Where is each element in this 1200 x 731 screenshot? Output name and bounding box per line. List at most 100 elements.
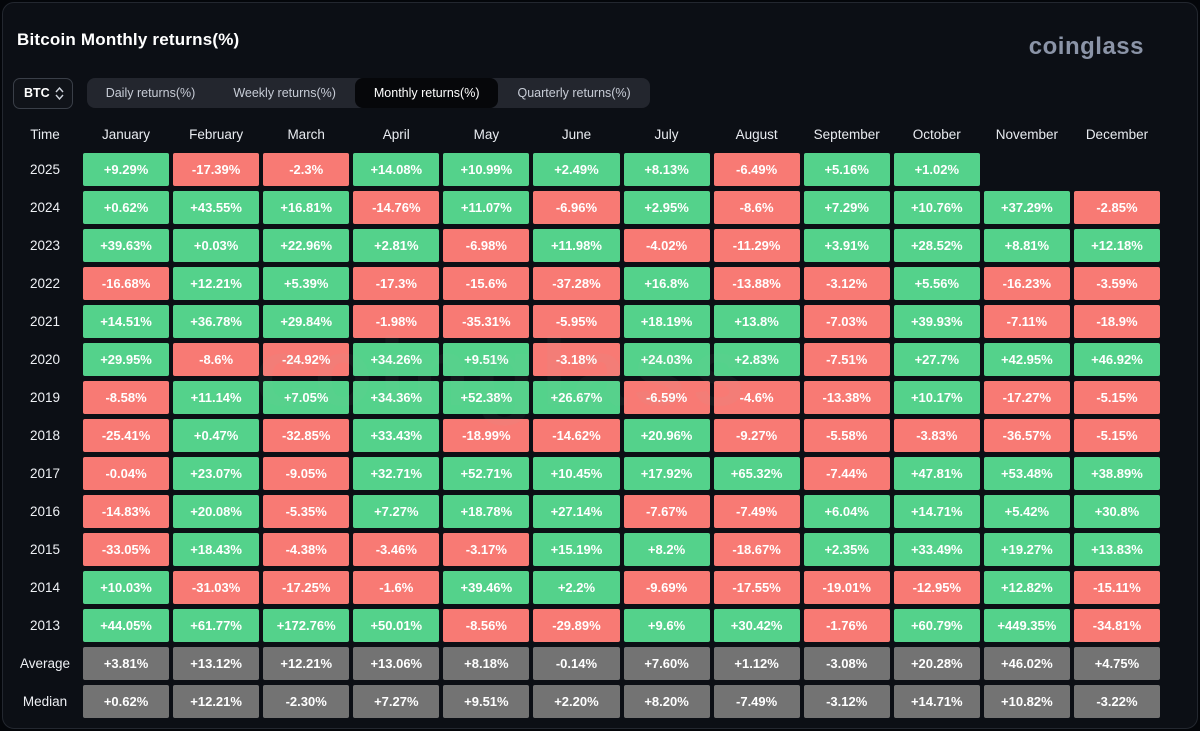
return-cell: +16.8%: [623, 267, 710, 300]
return-cell: -35.31%: [443, 305, 530, 338]
return-cell: -3.18%: [533, 343, 620, 376]
return-cell: -34.81%: [1073, 609, 1160, 642]
return-cell: +8.2%: [623, 533, 710, 566]
return-cell: +19.27%: [983, 533, 1070, 566]
return-cell: -6.96%: [533, 191, 620, 224]
return-cell: +42.95%: [983, 343, 1070, 376]
return-cell: +53.48%: [983, 457, 1070, 490]
return-cell: +10.99%: [443, 153, 530, 186]
return-cell: +29.95%: [83, 343, 170, 376]
tab-monthly-returns[interactable]: Monthly returns(%): [354, 78, 499, 108]
return-cell: -7.03%: [803, 305, 890, 338]
return-cell: -11.29%: [713, 229, 800, 262]
return-cell: -18.9%: [1073, 305, 1160, 338]
return-cell: +1.02%: [893, 153, 980, 186]
return-cell: -6.59%: [623, 381, 710, 414]
return-cell: +52.71%: [443, 457, 530, 490]
return-cell: +5.16%: [803, 153, 890, 186]
symbol-select-value: BTC: [24, 86, 50, 100]
return-cell: +46.02%: [983, 647, 1070, 680]
return-cell: +18.43%: [173, 533, 260, 566]
return-cell: -5.35%: [263, 495, 350, 528]
symbol-select[interactable]: BTC: [13, 77, 73, 109]
return-cell: +9.29%: [83, 153, 170, 186]
column-header-month: March: [287, 126, 325, 142]
return-cell: -7.51%: [803, 343, 890, 376]
returns-tab-group: Daily returns(%) Weekly returns(%) Month…: [86, 78, 650, 108]
return-cell: [1074, 153, 1160, 186]
return-cell: -3.22%: [1073, 685, 1160, 718]
return-cell: +3.91%: [803, 229, 890, 262]
return-cell: +8.18%: [443, 647, 530, 680]
return-cell: +28.52%: [893, 229, 980, 262]
return-cell: -15.6%: [443, 267, 530, 300]
return-cell: +12.21%: [173, 267, 260, 300]
return-cell: +37.29%: [983, 191, 1070, 224]
return-cell: +5.39%: [263, 267, 350, 300]
return-cell: -14.62%: [533, 419, 620, 452]
row-label: 2018: [29, 428, 61, 443]
tab-daily-returns[interactable]: Daily returns(%): [105, 86, 196, 100]
row-label: 2022: [29, 276, 61, 291]
column-header-month: June: [561, 126, 592, 142]
return-cell: +11.07%: [443, 191, 530, 224]
return-cell: +43.55%: [173, 191, 260, 224]
return-cell: -7.11%: [983, 305, 1070, 338]
return-cell: -29.89%: [533, 609, 620, 642]
return-cell: -2.30%: [263, 685, 350, 718]
column-header-month: December: [1085, 126, 1149, 142]
returns-table: Time January February March April May June July…: [11, 115, 1160, 718]
return-cell: -6.98%: [443, 229, 530, 262]
return-cell: -16.23%: [983, 267, 1070, 300]
row-label: 2015: [29, 542, 61, 557]
return-cell: +2.83%: [713, 343, 800, 376]
return-cell: -5.15%: [1073, 419, 1160, 452]
return-cell: +60.79%: [893, 609, 980, 642]
return-cell: +7.27%: [353, 685, 440, 718]
return-cell: +3.81%: [83, 647, 170, 680]
row-label: 2016: [29, 504, 61, 519]
return-cell: +18.78%: [443, 495, 530, 528]
return-cell: -3.59%: [1073, 267, 1160, 300]
return-cell: -31.03%: [173, 571, 260, 604]
return-cell: +61.77%: [173, 609, 260, 642]
return-cell: -36.57%: [983, 419, 1070, 452]
return-cell: +7.05%: [263, 381, 350, 414]
return-cell: -8.6%: [173, 343, 260, 376]
return-cell: +24.03%: [623, 343, 710, 376]
return-cell: -3.17%: [443, 533, 530, 566]
return-cell: -13.88%: [713, 267, 800, 300]
return-cell: -3.12%: [803, 685, 890, 718]
coinglass-logo: coinglass: [1028, 33, 1144, 60]
row-label: 2013: [29, 618, 61, 633]
tab-weekly-returns[interactable]: Weekly returns(%): [233, 86, 336, 100]
return-cell: +9.51%: [443, 343, 530, 376]
return-cell: +2.95%: [623, 191, 710, 224]
return-cell: +8.81%: [983, 229, 1070, 262]
return-cell: -5.95%: [533, 305, 620, 338]
return-cell: +10.76%: [893, 191, 980, 224]
row-label: 2014: [29, 580, 61, 595]
return-cell: +16.81%: [263, 191, 350, 224]
return-cell: -16.68%: [83, 267, 170, 300]
return-cell: +65.32%: [713, 457, 800, 490]
return-cell: +52.38%: [443, 381, 530, 414]
return-cell: -25.41%: [83, 419, 170, 452]
return-cell: +13.8%: [713, 305, 800, 338]
return-cell: +33.49%: [893, 533, 980, 566]
row-label: 2017: [29, 466, 61, 481]
return-cell: -0.14%: [533, 647, 620, 680]
return-cell: +9.6%: [623, 609, 710, 642]
return-cell: +172.76%: [263, 609, 350, 642]
return-cell: -33.05%: [83, 533, 170, 566]
return-cell: -4.38%: [263, 533, 350, 566]
return-cell: +14.08%: [353, 153, 440, 186]
return-cell: +23.07%: [173, 457, 260, 490]
column-header-month: November: [995, 126, 1058, 142]
return-cell: -7.49%: [713, 495, 800, 528]
column-header-month: October: [912, 126, 961, 142]
tab-quarterly-returns[interactable]: Quarterly returns(%): [517, 86, 631, 100]
return-cell: +1.12%: [713, 647, 800, 680]
return-cell: +13.83%: [1073, 533, 1160, 566]
return-cell: +10.45%: [533, 457, 620, 490]
